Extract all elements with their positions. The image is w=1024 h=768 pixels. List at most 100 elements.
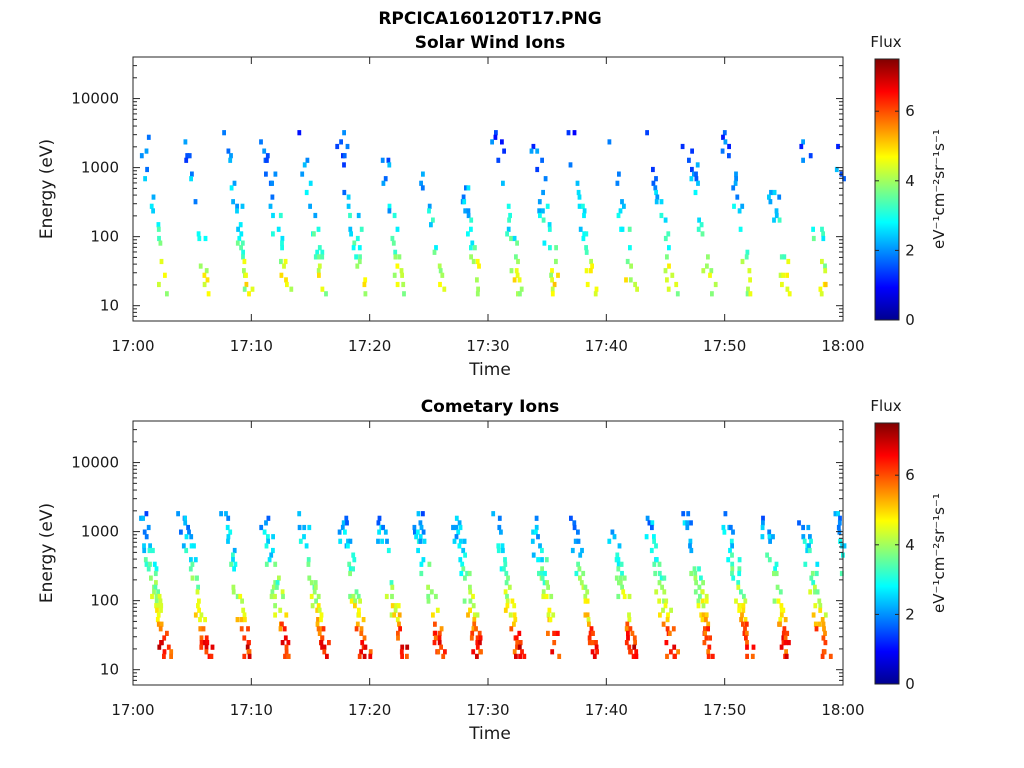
heatmap-cell: [568, 162, 573, 168]
heatmap-cell: [540, 557, 544, 563]
heatmap-cell: [694, 580, 698, 586]
heatmap-cell: [144, 561, 149, 567]
heatmap-cell: [316, 226, 321, 232]
heatmap-cell: [781, 607, 786, 613]
heatmap-cell: [584, 249, 589, 255]
heatmap-cell: [310, 603, 315, 609]
heatmap-cell: [615, 552, 620, 558]
heatmap-cell: [840, 543, 844, 549]
heatmap-cell: [514, 635, 519, 641]
x-tick-label: 18:00: [821, 701, 864, 719]
heatmap-cell: [737, 566, 742, 572]
heatmap-cell: [801, 534, 806, 540]
heatmap-cell: [376, 538, 380, 544]
heatmap-cell: [502, 148, 506, 154]
heatmap-cell: [433, 635, 438, 641]
heatmap-cell: [429, 589, 434, 595]
heatmap-cell: [627, 593, 632, 600]
x-tick-label: 17:30: [466, 701, 509, 719]
heatmap-cell: [801, 139, 805, 145]
heatmap-cell: [516, 291, 520, 297]
heatmap-cell: [300, 171, 305, 177]
heatmap-cell: [579, 580, 584, 586]
heatmap-cell: [516, 258, 520, 265]
heatmap-cell: [546, 584, 550, 590]
heatmap-cell: [663, 235, 668, 242]
heatmap-cell: [735, 194, 740, 200]
colorbar: Flux 0 2 4 6 eV⁻¹cm⁻²sr⁻¹s⁻¹: [870, 33, 948, 329]
heatmap-cell: [504, 570, 509, 577]
heatmap-cell: [276, 226, 281, 232]
heatmap-cell: [696, 226, 701, 232]
heatmap-cell: [457, 543, 462, 549]
heatmap-cell: [813, 589, 817, 595]
heatmap-cell: [271, 534, 275, 540]
heatmap-cell: [842, 176, 846, 182]
heatmap-cell: [419, 561, 424, 567]
heatmap-cell: [501, 547, 505, 554]
heatmap-cell: [583, 598, 588, 604]
heatmap-cell: [478, 635, 483, 641]
heatmap-cell: [689, 547, 694, 554]
heatmap-cell: [544, 593, 549, 600]
heatmap-cell: [616, 566, 621, 572]
heatmap-cell: [242, 258, 247, 265]
heatmap-cell: [700, 231, 705, 237]
y-axis-ticks: 10 100 1000 10000: [71, 56, 843, 322]
heatmap-cell: [506, 203, 511, 209]
heatmap-cell: [694, 176, 699, 182]
heatmap-cell: [730, 552, 734, 558]
heatmap-cell: [405, 644, 410, 650]
heatmap-cell: [505, 603, 510, 609]
heatmap-cell: [143, 557, 148, 563]
heatmap-cell: [670, 272, 675, 278]
heatmap-cell: [616, 561, 621, 567]
heatmap-cell: [209, 653, 214, 659]
heatmap-cell: [183, 515, 187, 521]
heatmap-cell: [339, 139, 343, 145]
heatmap-cell: [531, 143, 536, 150]
heatmap-cell: [494, 130, 498, 136]
x-tick-label: 17:10: [230, 337, 273, 355]
heatmap-cell: [515, 272, 520, 278]
heatmap-cell: [196, 231, 201, 237]
heatmap-cell: [393, 607, 398, 613]
heatmap-cell: [148, 543, 152, 549]
heatmap-cell: [166, 644, 171, 650]
heatmap-cell: [655, 194, 660, 200]
heatmap-cell: [659, 212, 664, 219]
heatmap-cell: [734, 176, 738, 182]
heatmap-cell: [462, 199, 467, 205]
heatmap-cell: [821, 231, 825, 237]
heatmap-cell: [354, 589, 359, 595]
heatmap-cell: [741, 603, 746, 609]
heatmap-cell: [585, 281, 590, 288]
heatmap-cell: [620, 584, 624, 590]
heatmap-cell: [146, 566, 151, 572]
heatmap-cell: [837, 520, 842, 526]
heatmap-cell: [505, 593, 509, 600]
heatmap-cell: [797, 520, 801, 526]
heatmap-cell: [539, 570, 544, 577]
heatmap-cell: [385, 538, 389, 544]
heatmap-cell: [415, 529, 420, 535]
heatmap-cell: [803, 561, 808, 567]
heatmap-cell: [456, 529, 461, 535]
heatmap-cell: [282, 263, 286, 269]
heatmap-cell: [250, 286, 255, 292]
heatmap-cell: [836, 511, 840, 517]
heatmap-cell: [499, 566, 504, 572]
heatmap-cell: [471, 626, 476, 632]
heatmap-cell: [205, 277, 210, 283]
heatmap-cell: [360, 640, 365, 646]
heatmap-cell: [242, 635, 247, 641]
heatmap-cell: [335, 143, 340, 150]
heatmap-cell: [618, 208, 623, 214]
heatmap-cell: [779, 254, 784, 260]
heatmap-cell: [463, 208, 468, 214]
colorbar-title: Flux: [870, 397, 901, 415]
heatmap-cell: [628, 245, 632, 251]
heatmap-cell: [320, 249, 325, 255]
heatmap-cell: [317, 607, 322, 613]
heatmap-cell: [554, 258, 558, 265]
